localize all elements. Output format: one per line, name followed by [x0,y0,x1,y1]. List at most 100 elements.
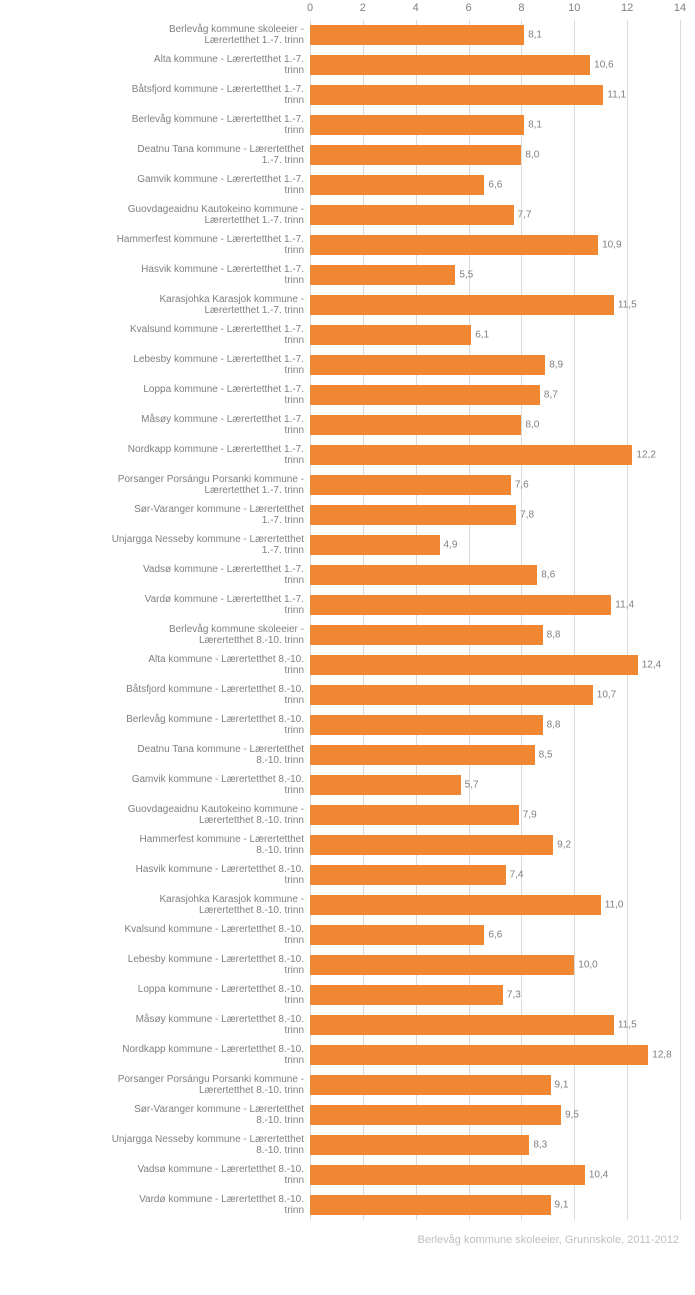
value-label: 11,5 [618,1020,637,1031]
value-label: 5,5 [459,270,473,281]
bar [310,835,553,855]
chart-row: Porsanger Porsángu Porsanki kommune -Lær… [0,1070,695,1100]
x-tick-label: 4 [413,2,419,14]
chart-row: Berlevåg kommune - Lærertetthet 1.-7.tri… [0,110,695,140]
row-label: Unjargga Nesseby kommune - Lærertetthet1… [0,530,310,560]
bar [310,175,484,195]
row-label: Unjargga Nesseby kommune - Lærertetthet8… [0,1130,310,1160]
chart-row: Guovdageaidnu Kautokeino kommune -Lærert… [0,800,695,830]
value-label: 10,6 [594,60,613,71]
x-tick-label: 8 [518,2,524,14]
chart-row: Berlevåg kommune - Lærertetthet 8.-10.tr… [0,710,695,740]
chart-row: Måsøy kommune - Lærertetthet 8.-10.trinn… [0,1010,695,1040]
row-label: Vardø kommune - Lærertetthet 1.-7.trinn [0,590,310,620]
value-label: 7,8 [520,510,534,521]
row-label: Båtsfjord kommune - Lærertetthet 1.-7.tr… [0,80,310,110]
bar [310,1165,585,1185]
x-tick-label: 14 [674,2,686,14]
bar [310,445,632,465]
value-label: 12,4 [642,660,661,671]
row-label: Gamvik kommune - Lærertetthet 1.-7.trinn [0,170,310,200]
bar [310,115,524,135]
bar [310,235,598,255]
value-label: 7,7 [518,210,532,221]
value-label: 8,6 [541,570,555,581]
row-label: Vadsø kommune - Lærertetthet 8.-10.trinn [0,1160,310,1190]
value-label: 8,1 [528,30,542,41]
row-label: Guovdageaidnu Kautokeino kommune -Lærert… [0,800,310,830]
chart-row: Gamvik kommune - Lærertetthet 1.-7.trinn… [0,170,695,200]
chart-row: Porsanger Porsángu Porsanki kommune -Lær… [0,470,695,500]
x-tick-label: 12 [621,2,633,14]
value-label: 10,0 [578,960,597,971]
chart-row: Lebesby kommune - Lærertetthet 1.-7.trin… [0,350,695,380]
chart-row: Guovdageaidnu Kautokeino kommune -Lærert… [0,200,695,230]
bar [310,625,543,645]
chart-row: Hasvik kommune - Lærertetthet 8.-10.trin… [0,860,695,890]
value-label: 6,6 [488,930,502,941]
chart-row: Hammerfest kommune - Lærertetthet8.-10. … [0,830,695,860]
value-label: 5,7 [465,780,479,791]
chart-row: Gamvik kommune - Lærertetthet 8.-10.trin… [0,770,695,800]
bar [310,1075,551,1095]
value-label: 8,8 [547,720,561,731]
row-label: Lebesby kommune - Lærertetthet 8.-10.tri… [0,950,310,980]
value-label: 11,0 [605,900,624,911]
value-label: 8,8 [547,630,561,641]
row-label: Kvalsund kommune - Lærertetthet 1.-7.tri… [0,320,310,350]
value-label: 9,5 [565,1110,579,1121]
row-label: Hasvik kommune - Lærertetthet 8.-10.trin… [0,860,310,890]
value-label: 8,0 [525,150,539,161]
bar [310,925,484,945]
row-label: Karasjohka Karasjok kommune -Lærertetthe… [0,290,310,320]
chart-row: Loppa kommune - Lærertetthet 8.-10.trinn… [0,980,695,1010]
chart-row: Unjargga Nesseby kommune - Lærertetthet8… [0,1130,695,1160]
bar [310,145,521,165]
bar [310,25,524,45]
chart-row: Hasvik kommune - Lærertetthet 1.-7.trinn… [0,260,695,290]
chart-row: Vadsø kommune - Lærertetthet 8.-10.trinn… [0,1160,695,1190]
value-label: 8,5 [539,750,553,761]
value-label: 8,9 [549,360,563,371]
row-label: Sør-Varanger kommune - Lærertetthet8.-10… [0,1100,310,1130]
bar [310,1015,614,1035]
row-label: Deatnu Tana kommune - Lærertetthet8.-10.… [0,740,310,770]
bar [310,805,519,825]
chart-row: Sør-Varanger kommune - Lærertetthet8.-10… [0,1100,695,1130]
value-label: 8,7 [544,390,558,401]
row-label: Porsanger Porsángu Porsanki kommune -Lær… [0,1070,310,1100]
chart-row: Berlevåg kommune skoleeier -Lærertetthet… [0,620,695,650]
bar [310,955,574,975]
chart-row: Berlevåg kommune skoleeier -Lærertetthet… [0,20,695,50]
value-label: 8,0 [525,420,539,431]
value-label: 11,1 [607,90,626,101]
bar [310,385,540,405]
row-label: Berlevåg kommune - Lærertetthet 1.-7.tri… [0,110,310,140]
value-label: 8,1 [528,120,542,131]
bar [310,415,521,435]
bar [310,1135,529,1155]
value-label: 6,6 [488,180,502,191]
bar [310,715,543,735]
value-label: 9,2 [557,840,571,851]
bar [310,55,590,75]
value-label: 9,1 [555,1080,569,1091]
bar [310,895,601,915]
value-label: 11,4 [615,600,634,611]
bar [310,325,471,345]
value-label: 12,8 [652,1050,671,1061]
bar [310,685,593,705]
row-label: Berlevåg kommune skoleeier -Lærertetthet… [0,620,310,650]
bar [310,775,461,795]
bar [310,865,506,885]
chart-row: Lebesby kommune - Lærertetthet 8.-10.tri… [0,950,695,980]
chart-row: Kvalsund kommune - Lærertetthet 8.-10.tr… [0,920,695,950]
value-label: 9,1 [555,1200,569,1211]
chart-row: Nordkapp kommune - Lærertetthet 8.-10.tr… [0,1040,695,1070]
chart-row: Hammerfest kommune - Lærertetthet 1.-7.t… [0,230,695,260]
footer-note: Berlevåg kommune skoleeier, Grunnskole, … [0,1220,695,1254]
row-label: Hammerfest kommune - Lærertetthet8.-10. … [0,830,310,860]
chart-row: Deatnu Tana kommune - Lærertetthet8.-10.… [0,740,695,770]
x-tick-label: 6 [466,2,472,14]
chart-row: Vardø kommune - Lærertetthet 8.-10.trinn… [0,1190,695,1220]
